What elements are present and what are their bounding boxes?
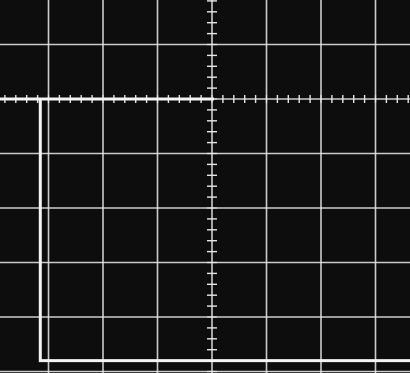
trace-layer <box>0 97 410 363</box>
signal-trace <box>0 97 410 363</box>
